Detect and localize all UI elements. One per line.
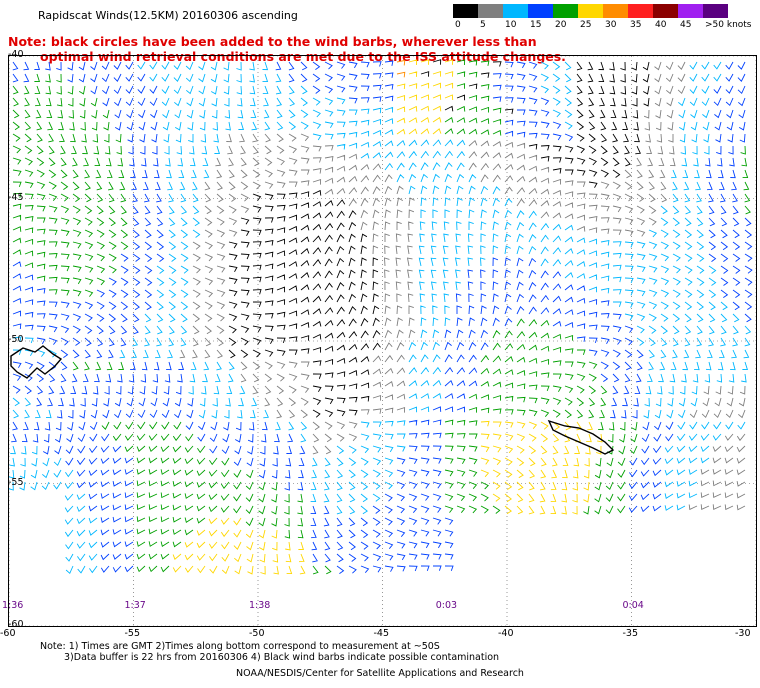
legend-label: 0 xyxy=(455,20,461,30)
legend-swatch xyxy=(478,4,503,18)
legend-swatch xyxy=(603,4,628,18)
legend-label: 10 xyxy=(505,20,517,30)
wind-barb-group xyxy=(172,59,603,575)
time-label: 1:38 xyxy=(249,600,271,611)
legend-swatch xyxy=(453,4,478,18)
falkland-islands-coastline xyxy=(10,345,63,379)
legend-label: 35 xyxy=(630,20,642,30)
legend-color-bar xyxy=(453,4,728,18)
legend-label: 5 xyxy=(480,20,486,30)
wind-barb-group xyxy=(12,59,751,575)
wind-barbs xyxy=(9,59,753,575)
legend-swatch xyxy=(578,4,603,18)
contamination-note: Note: black circles have been added to t… xyxy=(8,34,628,64)
footnotes: Note: 1) Times are GMT 2)Times along bot… xyxy=(40,641,499,663)
footnote-line-2: 3)Data buffer is 22 hrs from 20160306 4)… xyxy=(64,652,500,663)
legend-swatch xyxy=(528,4,553,18)
contamination-note-line-2: optimal wind retrieval conditions are me… xyxy=(40,49,566,64)
wind-barb-group xyxy=(396,59,406,78)
lon-tick-label: -60 xyxy=(0,628,16,639)
lon-tick-label: -30 xyxy=(735,628,751,639)
legend-label: 40 xyxy=(655,20,667,30)
time-label: 1:37 xyxy=(124,600,146,611)
legend-swatch xyxy=(678,4,703,18)
map-title: Rapidscat Winds(12.5KM) 20160306 ascendi… xyxy=(38,9,298,22)
legend-label: 25 xyxy=(580,20,592,30)
legend-label: >50 knots xyxy=(705,20,752,30)
credit-line: NOAA/NESDIS/Center for Satellite Applica… xyxy=(236,668,524,679)
lat-tick-label: -60 xyxy=(8,619,24,630)
time-label: 0:03 xyxy=(435,600,458,611)
legend-label: 30 xyxy=(605,20,617,30)
lon-tick-label: -35 xyxy=(622,628,639,639)
lon-tick-label: -55 xyxy=(124,628,141,639)
wind-barb-field xyxy=(9,56,756,626)
lon-tick-label: -45 xyxy=(373,628,390,639)
south-georgia-coastline xyxy=(547,419,615,455)
lat-tick-label: -55 xyxy=(8,476,24,488)
lat-tick-label: -45 xyxy=(8,191,24,203)
wind-barb-group xyxy=(9,61,752,575)
legend-swatch xyxy=(503,4,528,18)
wind-barb-group xyxy=(179,61,746,511)
contamination-note-line-1: Note: black circles have been added to t… xyxy=(8,34,537,49)
time-label: 0:04 xyxy=(622,600,644,611)
legend-labels: 0 5 10 15 20 25 30 35 40 45 >50 knots xyxy=(453,18,752,32)
legend-swatch xyxy=(653,4,678,18)
legend-swatch xyxy=(553,4,578,18)
lat-tick-label: -50 xyxy=(8,334,24,345)
time-label: 1:36 xyxy=(2,600,24,611)
wind-barb-group xyxy=(228,59,650,418)
wind-speed-legend: 0 5 10 15 20 25 30 35 40 45 >50 knots xyxy=(453,4,752,32)
lat-tick-label: -40 xyxy=(8,49,24,60)
legend-swatch xyxy=(703,4,728,18)
legend-swatch xyxy=(628,4,653,18)
wind-barb-group xyxy=(11,60,753,574)
lon-tick-label: -50 xyxy=(249,628,265,639)
footnote-line-1: Note: 1) Times are GMT 2)Times along bot… xyxy=(40,641,440,652)
lon-tick-label: -40 xyxy=(498,628,514,639)
wind-map xyxy=(8,55,757,627)
legend-label: 15 xyxy=(530,20,542,30)
legend-label: 45 xyxy=(680,20,692,30)
legend-label: 20 xyxy=(555,20,567,30)
